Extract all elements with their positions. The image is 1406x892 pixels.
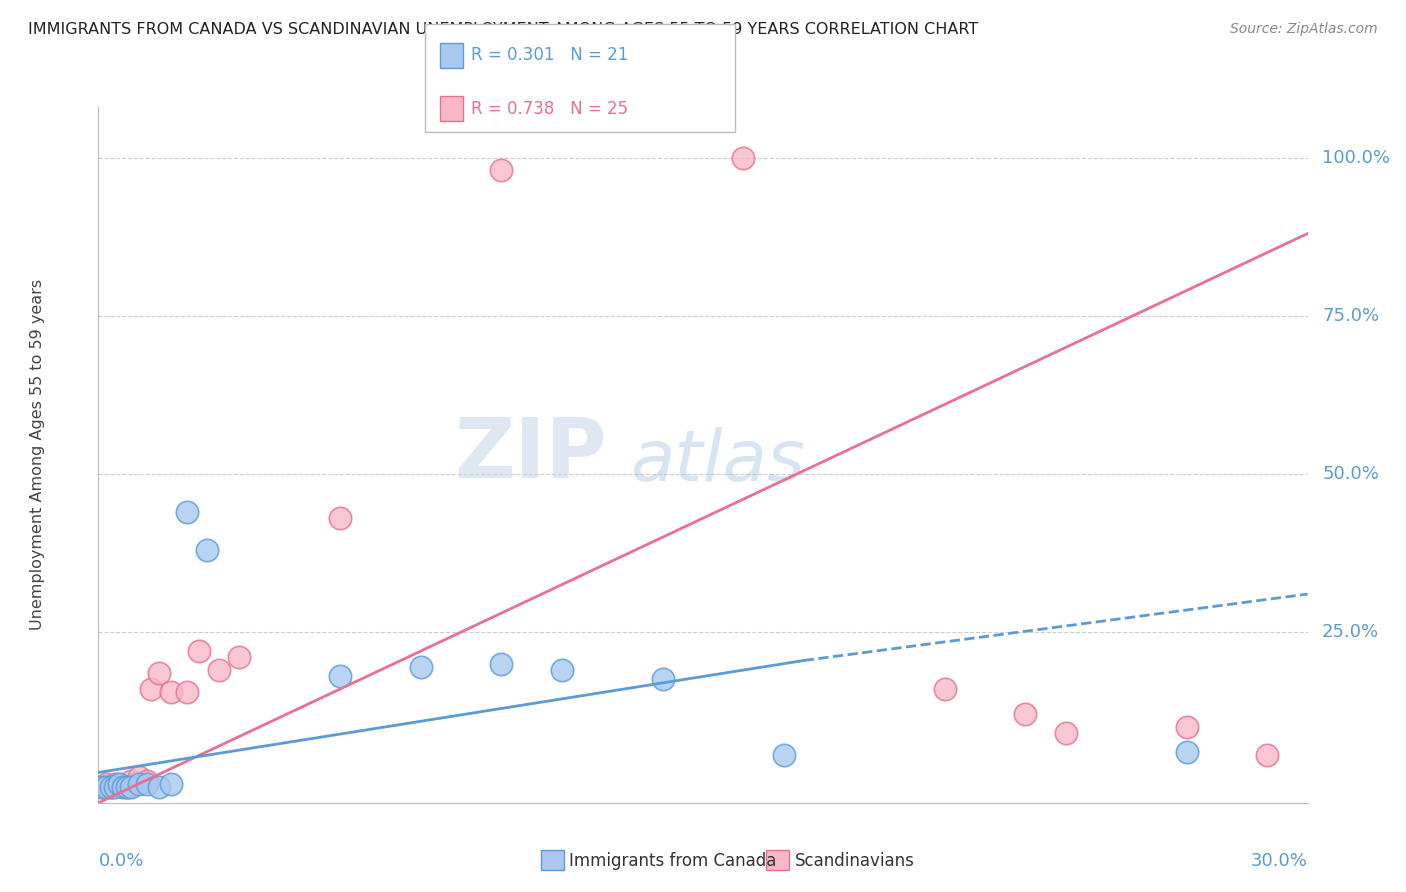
Text: 50.0%: 50.0% (1322, 465, 1379, 483)
Point (148, 666, 170, 681)
Point (115, 780, 138, 794)
Text: R = 0.301   N = 21: R = 0.301 N = 21 (471, 46, 628, 64)
Point (1014, 707, 1036, 722)
Point (1054, 726, 1077, 740)
Text: 30.0%: 30.0% (1251, 852, 1308, 870)
Point (733, 151, 755, 165)
Point (1175, 720, 1198, 734)
Point (91, 780, 114, 794)
Point (128, 771, 150, 785)
Text: ZIP: ZIP (454, 415, 606, 495)
Point (107, 777, 129, 791)
Point (491, 657, 513, 671)
Point (228, 650, 250, 665)
Point (96, 777, 118, 791)
Point (934, 681, 956, 696)
Text: R = 0.738   N = 25: R = 0.738 N = 25 (471, 100, 628, 118)
Point (329, 511, 352, 525)
Point (124, 777, 146, 791)
Point (96, 780, 118, 794)
Point (148, 780, 170, 794)
Point (120, 780, 142, 794)
Point (107, 777, 129, 791)
Point (160, 685, 183, 699)
Point (772, 748, 794, 763)
Point (103, 780, 125, 794)
Text: IMMIGRANTS FROM CANADA VS SCANDINAVIAN UNEMPLOYMENT AMONG AGES 55 TO 59 YEARS CO: IMMIGRANTS FROM CANADA VS SCANDINAVIAN U… (28, 22, 979, 37)
Point (128, 777, 150, 791)
Point (160, 777, 183, 791)
Point (491, 163, 513, 178)
Point (135, 773, 157, 788)
Point (115, 780, 138, 794)
Text: Immigrants from Canada: Immigrants from Canada (569, 852, 776, 870)
Point (195, 542, 218, 557)
Point (208, 663, 231, 677)
Point (651, 673, 673, 687)
Point (103, 777, 125, 791)
Point (91, 780, 114, 794)
Point (111, 780, 134, 794)
Point (188, 644, 211, 658)
Text: Source: ZipAtlas.com: Source: ZipAtlas.com (1230, 22, 1378, 37)
Point (120, 773, 142, 788)
Point (176, 685, 198, 699)
Point (329, 669, 352, 683)
Text: Scandinavians: Scandinavians (794, 852, 914, 870)
Point (176, 505, 198, 519)
Text: Unemployment Among Ages 55 to 59 years: Unemployment Among Ages 55 to 59 years (31, 279, 45, 631)
Point (1256, 748, 1278, 763)
Text: 25.0%: 25.0% (1322, 623, 1379, 641)
Text: 100.0%: 100.0% (1322, 149, 1391, 167)
Point (551, 663, 574, 677)
Point (139, 681, 162, 696)
Point (135, 777, 157, 791)
Point (409, 660, 432, 674)
Point (1175, 745, 1198, 759)
Text: atlas: atlas (630, 427, 806, 496)
Text: 75.0%: 75.0% (1322, 307, 1379, 325)
Point (100, 780, 122, 794)
Text: 0.0%: 0.0% (98, 852, 143, 870)
Point (100, 780, 122, 794)
